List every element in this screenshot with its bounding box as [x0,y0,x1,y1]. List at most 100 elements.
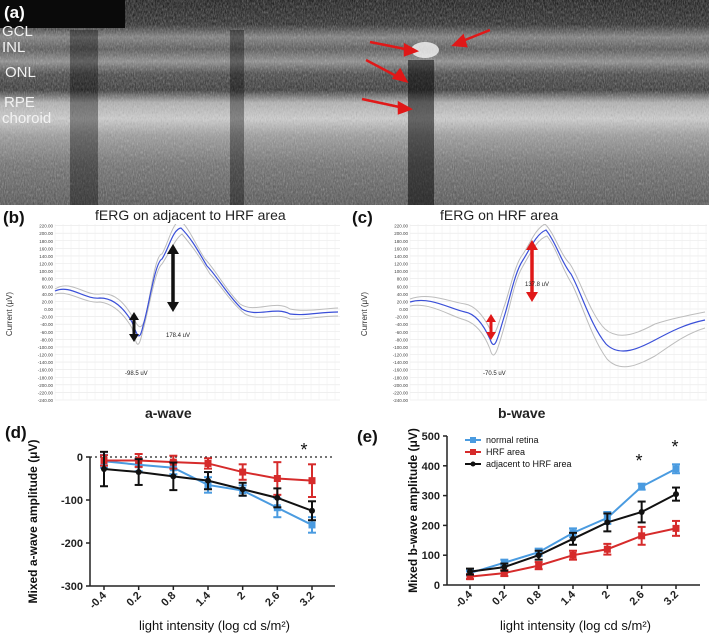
erg-c-b-wave-value: 137.8 uV [525,282,549,288]
erg-b-trace-mean [54,227,339,337]
y-tick-label: 0 [434,580,440,592]
erg-ytick-label: -200.00 [38,383,54,388]
erg-ytick-label: 200.00 [394,231,408,236]
data-point [638,532,646,540]
y-tick-label: -200 [61,538,83,550]
erg-ytick-label: 120.00 [39,262,53,267]
erg-plot-c: Current (μV) 240.00220.00200.00180.00160… [360,224,707,403]
erg-ytick-label: -220.00 [38,390,54,395]
data-point [535,552,542,559]
erg-b-a-wave-arrow [129,312,139,342]
vessel-shadow [230,30,244,205]
panel-b-title: fERG on adjacent to HRF area [95,207,286,223]
significance-asterisk: * [635,451,642,471]
erg-ytick-label: 160.00 [394,246,408,251]
erg-ytick-label: -120.00 [38,353,54,358]
data-point [569,551,577,559]
erg-ytick-label: -180.00 [38,375,54,380]
erg-ytick-label: 220.00 [394,224,408,229]
erg-plot-b: Current (μV) 240.00220.00200.00180.00160… [5,224,340,403]
erg-ytick-label: 20.00 [397,299,409,304]
erg-ytick-label: -100.00 [38,345,54,350]
x-tick-label: 1.4 [559,588,579,608]
panel-c-title: fERG on HRF area [440,207,559,223]
x-tick-label: 2 [235,590,248,603]
erg-c-b-wave-arrow [526,240,538,302]
data-point [501,564,508,571]
data-point [204,459,212,467]
layer-label-onl: ONL [5,64,36,81]
erg-b-a-wave-value: -98.5 uV [125,371,148,377]
erg-b-b-wave-arrow [167,244,179,312]
data-point [239,468,247,476]
layer-label-gcl: GCL [2,23,33,40]
erg-ytick-label: -60.00 [40,330,53,335]
data-point [672,465,680,473]
layer-label-rpe: RPE [4,94,35,111]
erg-ytick-label: 100.00 [394,269,408,274]
a-wave-label: a-wave [145,405,192,421]
data-point [239,486,246,493]
erg-ytick-label: 0.00 [44,307,53,312]
erg-b-grid [54,224,340,401]
erg-c-ylabel: Current (μV) [360,292,369,337]
data-point [500,569,508,577]
erg-ytick-label: 180.00 [39,239,53,244]
erg-ytick-label: 80.00 [42,277,54,282]
y-tick-label: 0 [77,452,83,464]
data-point [673,491,679,498]
erg-ytick-label: -40.00 [395,322,408,327]
data-point [604,519,611,526]
erg-b-trace-upper [54,224,339,328]
vessel-shadow [70,30,98,205]
erg-b-trace-lower [54,233,339,345]
erg-ytick-label: 200.00 [39,231,53,236]
erg-ytick-label: 80.00 [397,277,409,282]
y-tick-label: 100 [422,550,440,562]
legend-marker [470,437,476,443]
hrf-arrows [361,28,491,115]
erg-b-ticks: 240.00220.00200.00180.00160.00140.00120.… [38,224,54,403]
erg-c-trace-upper [409,224,706,336]
data-point [672,524,680,532]
data-point [603,545,611,553]
y-axis-label: Mixed a-wave amplitude (μV) [26,439,40,603]
erg-ytick-label: -140.00 [38,360,54,365]
layer-label-choroid: choroid [2,110,52,127]
erg-ytick-label: 220.00 [39,224,53,229]
erg-c-trace-lower [409,235,706,368]
data-point [309,507,315,514]
x-tick-label: 2.6 [263,590,282,609]
erg-ytick-label: 140.00 [39,254,53,259]
panel-d-label: (d) [5,423,27,442]
x-tick-label: 3.2 [298,590,317,609]
data-point [570,535,576,542]
data-point [467,568,473,575]
y-tick-label: 500 [422,431,440,443]
b-wave-label: b-wave [498,405,546,421]
significance-asterisk: * [671,437,678,457]
erg-ytick-label: 160.00 [39,246,53,251]
erg-b-b-wave-value: 178.4 uV [166,333,190,339]
erg-c-a-wave-arrow [486,314,496,340]
y-tick-label: -100 [61,495,83,507]
oct-label-box [0,0,125,28]
data-point [466,573,474,581]
series-adjacent-to-HRF-area [466,486,680,576]
erg-ytick-label: 100.00 [39,269,53,274]
chart-a-wave: (d) 0 -100 -200 -300 -0.4 0.2 0.8 1.4 2 2.6 3.2 ligh… [5,423,335,633]
data-point [308,477,316,485]
erg-ytick-label: -40.00 [40,322,53,327]
data-point [308,521,316,529]
erg-ytick-label: 60.00 [397,284,409,289]
panel-e-label: (e) [357,427,378,446]
erg-ytick-label: -120.00 [393,353,409,358]
legend: normal retina HRF area adjacent to HRF are… [465,435,572,469]
erg-ytick-label: -160.00 [38,368,54,373]
significance-asterisk: * [300,440,307,460]
erg-ytick-label: -20.00 [395,315,408,320]
erg-ytick-label: 180.00 [394,239,408,244]
x-tick-label: -0.4 [87,589,110,612]
x-tick-label: 0.2 [490,589,509,608]
x-tick-label: 0.2 [124,590,143,609]
